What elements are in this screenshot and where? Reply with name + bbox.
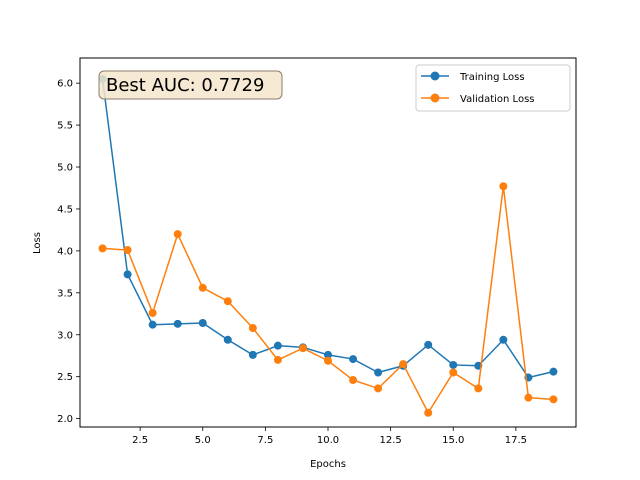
y-axis-label: Loss — [32, 232, 43, 254]
y-tick-label: 2.0 — [57, 414, 73, 425]
data-point-training-loss — [424, 340, 433, 349]
data-point-training-loss — [449, 360, 458, 369]
data-point-validation-loss — [123, 246, 132, 255]
x-axis-label: Epochs — [310, 459, 346, 470]
data-point-training-loss — [248, 350, 257, 359]
y-tick-label: 4.0 — [57, 246, 73, 257]
data-point-validation-loss — [173, 230, 182, 239]
x-axis: 2.5 5.0 7.5 10.0 12.5 15.0 17.5 — [132, 427, 527, 446]
data-point-validation-loss — [248, 324, 257, 333]
data-point-validation-loss — [499, 182, 508, 191]
y-tick-label: 5.0 — [57, 163, 73, 174]
data-point-training-loss — [349, 355, 358, 364]
y-tick-label: 6.0 — [57, 79, 73, 90]
data-point-training-loss — [148, 320, 157, 329]
legend-label-validation: Validation Loss — [460, 94, 535, 105]
data-point-training-loss — [499, 335, 508, 344]
data-point-validation-loss — [98, 244, 107, 253]
data-point-validation-loss — [324, 356, 332, 365]
legend: Training Loss Validation Loss — [415, 64, 571, 112]
data-point-training-loss — [223, 335, 232, 344]
data-point-validation-loss — [273, 355, 282, 364]
x-tick-label: 12.5 — [379, 435, 401, 446]
data-point-validation-loss — [399, 360, 408, 369]
legend-marker-validation — [430, 93, 440, 103]
x-tick-label: 10.0 — [317, 435, 339, 446]
data-point-training-loss — [273, 341, 282, 350]
data-point-validation-loss — [198, 283, 207, 292]
data-point-validation-loss — [549, 395, 558, 404]
annotation-text: Best AUC: 0.7729 — [106, 75, 264, 96]
y-tick-label: 4.5 — [57, 204, 73, 215]
data-point-validation-loss — [349, 376, 358, 385]
data-point-training-loss — [324, 350, 332, 359]
annotation-box: Best AUC: 0.7729 — [98, 70, 283, 100]
y-axis: 2.0 2.5 3.0 3.5 4.0 4.5 5.0 5.5 6.0 — [57, 79, 80, 425]
data-point-validation-loss — [424, 408, 433, 417]
data-point-validation-loss — [374, 384, 383, 393]
data-point-training-loss — [374, 368, 383, 377]
data-point-validation-loss — [148, 308, 157, 317]
y-tick-label: 3.5 — [57, 288, 73, 299]
x-tick-label: 15.0 — [442, 435, 464, 446]
x-tick-label: 17.5 — [505, 435, 527, 446]
plot-area — [80, 58, 576, 427]
y-tick-label: 5.5 — [57, 121, 73, 132]
x-tick-label: 5.0 — [195, 435, 211, 446]
series-layer — [98, 74, 558, 417]
data-point-validation-loss — [474, 384, 483, 393]
data-point-validation-loss — [524, 393, 533, 402]
x-tick-label: 7.5 — [257, 435, 273, 446]
data-point-training-loss — [123, 270, 132, 279]
data-point-validation-loss — [449, 368, 458, 377]
data-point-training-loss — [549, 367, 558, 376]
legend-label-training: Training Loss — [459, 72, 525, 83]
y-tick-label: 2.5 — [57, 372, 73, 383]
annotation-background — [98, 70, 283, 100]
data-point-training-loss — [173, 319, 182, 328]
data-point-validation-loss — [298, 344, 307, 353]
legend-frame — [415, 64, 571, 112]
legend-marker-training — [430, 71, 440, 81]
x-tick-label: 2.5 — [132, 435, 148, 446]
data-point-validation-loss — [223, 297, 232, 306]
plot-frame — [79, 57, 577, 428]
y-tick-label: 3.0 — [57, 330, 73, 341]
data-point-training-loss — [198, 319, 207, 328]
